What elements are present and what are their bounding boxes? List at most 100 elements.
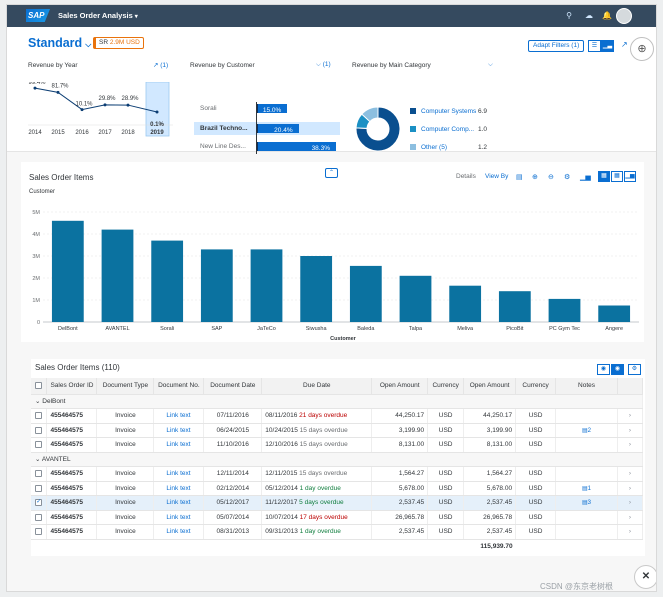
bulb-icon[interactable]: ☁ <box>585 11 593 20</box>
revenue-customer-menu[interactable]: ⌵ (1) <box>316 61 331 69</box>
category-legend-item[interactable]: Computer Comp... <box>410 126 474 133</box>
row-checkbox[interactable] <box>35 470 43 478</box>
notes-cell[interactable]: ▤1 <box>555 481 618 496</box>
avatar[interactable] <box>616 8 632 24</box>
customer-bar[interactable]: 38.3% <box>256 142 336 152</box>
row-checkbox[interactable] <box>35 528 43 536</box>
customer-bar[interactable] <box>399 275 432 322</box>
close-icon[interactable]: ✕ <box>634 565 656 589</box>
row-checkbox[interactable]: ✓ <box>35 499 43 507</box>
year-point[interactable] <box>155 110 159 114</box>
column-header[interactable]: Document Date <box>203 378 263 395</box>
chart-type-icon[interactable]: ▁▅ <box>580 174 591 181</box>
year-point[interactable] <box>103 103 107 107</box>
customer-bar[interactable] <box>498 291 531 322</box>
column-header[interactable]: Notes <box>555 378 618 395</box>
category-legend-item[interactable]: Computer Systems <box>410 108 476 115</box>
customer-bar[interactable] <box>449 285 482 322</box>
view-by-button[interactable]: View By <box>485 173 509 180</box>
adapt-filters-button[interactable]: Adapt Filters (1) <box>528 40 585 52</box>
chevron-down-icon[interactable]: ⌄ <box>35 456 42 464</box>
revenue-year-link[interactable]: ↗ (1) <box>153 61 168 69</box>
chevron-right-icon[interactable]: › <box>617 437 644 453</box>
notes-cell[interactable]: ▤3 <box>555 495 618 511</box>
chevron-right-icon[interactable]: › <box>617 466 644 482</box>
customer-bar[interactable] <box>101 229 134 322</box>
year-tick-label[interactable]: 2018 <box>121 130 135 136</box>
table-row[interactable]: 455464575 Invoice Link text 11/10/2016 12/10… <box>31 437 644 453</box>
table-settings-icon[interactable]: ⚙ <box>628 364 641 375</box>
document-link[interactable]: Link text <box>153 437 205 453</box>
year-tick-label[interactable]: 2016 <box>75 130 89 136</box>
customer-bar[interactable]: 15.0% <box>256 104 288 114</box>
notes-icon[interactable]: ▤ <box>582 500 588 507</box>
document-link[interactable]: Link text <box>153 495 205 511</box>
details-button[interactable]: Details <box>456 173 476 180</box>
chevron-right-icon[interactable]: › <box>617 495 644 511</box>
zoom-out-icon[interactable]: ⊖ <box>548 174 554 181</box>
table-view-icon[interactable]: ▦ <box>611 171 623 182</box>
year-point[interactable] <box>80 108 84 112</box>
year-tick-label[interactable]: 2014 <box>28 130 42 136</box>
group-label[interactable]: ⌄ AVANTEL <box>31 452 643 467</box>
row-select-cell[interactable] <box>31 524 48 540</box>
table-row[interactable]: ✓ 455464575 Invoice Link text 05/12/2017 11/1… <box>31 495 644 511</box>
column-header[interactable]: Currency <box>427 378 465 395</box>
customer-bar[interactable] <box>151 240 184 322</box>
group-header-row[interactable]: ⌄ AVANTEL <box>31 452 643 467</box>
table-row[interactable]: 455464575 Invoice Link text 06/24/2015 10/24… <box>31 423 644 438</box>
select-all-checkbox[interactable] <box>31 378 48 395</box>
checkbox[interactable] <box>35 382 43 390</box>
customer-bar[interactable] <box>598 305 631 323</box>
row-select-cell[interactable]: ✓ <box>31 495 48 511</box>
year-tick-label[interactable]: 2019 <box>150 130 164 136</box>
customer-bar[interactable] <box>300 256 333 322</box>
table-row[interactable]: 455464575 Invoice Link text 08/31/2013 09/31… <box>31 524 644 540</box>
revenue-year-chart[interactable]: 99.4% 81.7% 10.1% 29.8% 28.9% 0.1% 2014 2015 20… <box>28 82 173 144</box>
category-slice[interactable] <box>355 106 401 152</box>
legend-icon[interactable]: ▤ <box>516 174 523 181</box>
year-tick-label[interactable]: 2017 <box>98 130 112 136</box>
row-select-cell[interactable] <box>31 510 48 525</box>
sr-badge[interactable]: SR 2.9M USD <box>93 37 144 49</box>
document-link[interactable]: Link text <box>153 481 205 496</box>
row-select-cell[interactable] <box>31 408 48 424</box>
chevron-down-icon[interactable]: ⌵ <box>488 61 493 68</box>
chevron-right-icon[interactable]: › <box>617 524 644 540</box>
row-checkbox[interactable] <box>35 484 43 492</box>
column-header[interactable]: Document No. <box>153 378 205 395</box>
year-point[interactable] <box>33 86 37 90</box>
category-slice[interactable] <box>361 106 379 123</box>
customer-bar[interactable] <box>200 249 233 322</box>
app-title-menu[interactable]: Sales Order Analysis ▾ <box>58 11 138 20</box>
customer-bar[interactable] <box>548 298 581 322</box>
year-point[interactable] <box>126 103 130 107</box>
sales-order-bar-chart[interactable]: 0 1M 2M 3M 4M 5M DelBont AVANTEL Sorali SAP JaTeC… <box>21 202 644 342</box>
customer-bar[interactable] <box>250 249 283 322</box>
zoom-in-icon[interactable]: ⊕ <box>532 174 538 181</box>
column-header[interactable]: Currency <box>515 378 557 395</box>
settings-icon[interactable]: ⚙ <box>564 174 571 181</box>
table-row[interactable]: 455464575 Invoice Link text 02/12/2014 05/12… <box>31 481 644 496</box>
share-icon[interactable]: ↗ <box>621 40 628 49</box>
search-icon[interactable]: ⚲ <box>566 11 572 20</box>
column-header[interactable]: Sales Order ID <box>46 378 98 395</box>
document-link[interactable]: Link text <box>153 524 205 540</box>
chart-view-icon[interactable]: ▦ <box>598 171 610 182</box>
row-select-cell[interactable] <box>31 466 48 482</box>
table-row[interactable]: 455464575 Invoice Link text 12/11/2014 12/11… <box>31 466 644 482</box>
sap-logo[interactable]: SAP <box>26 9 50 22</box>
bell-icon[interactable]: 🔔 <box>602 11 612 20</box>
customer-bar-row[interactable]: New Line Des... 38.3% <box>194 140 340 153</box>
zoom-icon[interactable]: ⊕ <box>630 37 654 61</box>
row-checkbox[interactable] <box>35 412 43 420</box>
row-checkbox[interactable] <box>35 513 43 521</box>
chart-table-view-icon[interactable]: ▁▅ <box>624 171 636 182</box>
revenue-category-donut[interactable] <box>354 105 402 153</box>
year-tick-label[interactable]: 2015 <box>51 130 65 136</box>
visual-filter-toggle-icon[interactable]: ▁▃ <box>601 40 614 52</box>
document-link[interactable]: Link text <box>153 466 205 482</box>
group-header-row[interactable]: ⌄ DelBont <box>31 394 643 409</box>
row-checkbox[interactable] <box>35 426 43 434</box>
group-label[interactable]: ⌄ DelBont <box>31 394 643 409</box>
